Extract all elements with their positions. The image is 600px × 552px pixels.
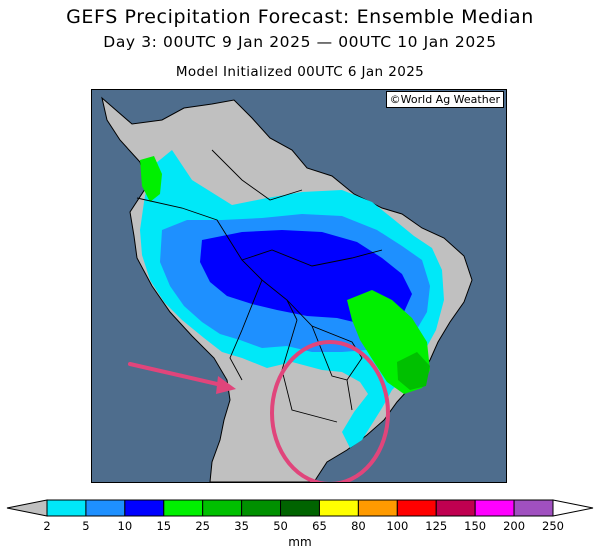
colorbar-swatch — [357, 499, 398, 517]
colorbar-below-arrow — [6, 499, 48, 517]
precipitation-map: ©World Ag Weather — [91, 89, 507, 483]
colorbar-swatch — [474, 499, 515, 517]
map-credit: ©World Ag Weather — [385, 91, 504, 108]
country-borders — [136, 149, 383, 423]
colorbar-swatch — [396, 499, 437, 517]
colorbar-tick-label: 50 — [273, 519, 288, 533]
colorbar-tick-label: 5 — [82, 519, 89, 533]
map-canvas — [92, 90, 506, 482]
colorbar-tick-label: 100 — [386, 519, 408, 533]
colorbar-tick-label: 125 — [425, 519, 447, 533]
chart-title: GEFS Precipitation Forecast: Ensemble Me… — [66, 6, 534, 28]
colorbar-swatch — [513, 499, 554, 517]
model-init: Model Initialized 00UTC 6 Jan 2025 — [175, 64, 425, 80]
annotation-layer — [128, 340, 390, 482]
annotation-arrow-head — [216, 376, 236, 394]
colorbar-tick-label: 150 — [464, 519, 486, 533]
highlight-circle — [270, 340, 390, 482]
colorbar-swatch — [124, 499, 165, 517]
colorbar-above-arrow — [552, 499, 594, 517]
colorbar-tick-label: 200 — [503, 519, 525, 533]
colorbar-tick-label: 2 — [43, 519, 50, 533]
colorbar-swatch — [163, 499, 204, 517]
colorbar-tick-label: 35 — [234, 519, 249, 533]
colorbar-legend: 2 5 10 15 25 35 50 65 80 100 125 150 200 250 mm — [0, 490, 600, 549]
precip-green-coast — [140, 156, 162, 202]
colorbar-swatch — [241, 499, 282, 517]
colorbar-tick-label: 15 — [156, 519, 171, 533]
colorbar-tick-label: 10 — [118, 519, 133, 533]
colorbar-tick-label: 250 — [542, 519, 564, 533]
colorbar-swatch — [435, 499, 476, 517]
precipitation-layer — [140, 150, 444, 448]
colorbar-tick-label: 65 — [312, 519, 327, 533]
colorbar-unit-label: mm — [288, 535, 311, 548]
forecast-period: Day 3: 00UTC 9 Jan 2025 — 00UTC 10 Jan 2… — [103, 33, 497, 51]
annotation-arrow-shaft — [128, 362, 228, 388]
colorbar-swatch — [318, 499, 359, 517]
colorbar-swatch — [280, 499, 320, 517]
colorbar-tick-label: 80 — [351, 519, 366, 533]
precip-dark-green — [397, 352, 430, 390]
colorbar-swatch — [202, 499, 243, 517]
colorbar-tick-label: 25 — [195, 519, 210, 533]
colorbar-swatch — [85, 499, 126, 517]
colorbar-swatch — [46, 499, 87, 517]
